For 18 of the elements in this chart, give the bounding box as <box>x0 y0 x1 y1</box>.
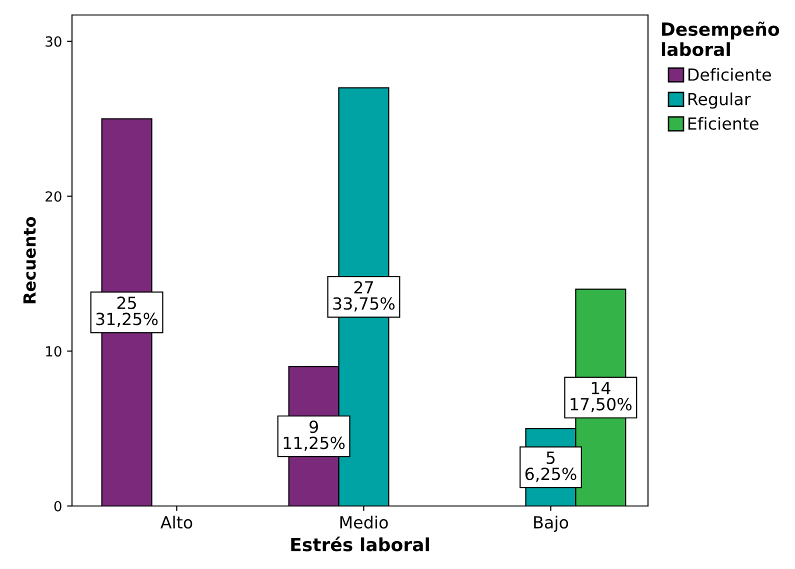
legend-label: Regular <box>688 92 751 109</box>
y-axis-title: Recuento <box>23 216 36 304</box>
data-label: 25 31,25% <box>96 296 158 327</box>
data-label: 14 17,50% <box>570 382 632 412</box>
x-tick-label: Medio <box>340 516 388 529</box>
x-tick-label: Bajo <box>534 516 568 532</box>
x-tick-label: Alto <box>160 516 192 529</box>
y-tick-label: 10 <box>46 346 62 357</box>
data-label: 5 6,25% <box>525 452 576 482</box>
legend-title: Desempeño laboral <box>662 22 780 56</box>
x-axis-title: Estrés laboral <box>291 536 429 552</box>
legend-label: Eficiente <box>688 116 758 130</box>
y-tick-label: 30 <box>46 36 62 47</box>
legend-label: Deficiente <box>688 68 771 81</box>
y-tick-label: 20 <box>46 191 62 202</box>
data-label: 9 11,25% <box>284 420 345 451</box>
y-tick-label: 0 <box>54 500 62 512</box>
data-label: 27 33,75% <box>333 281 395 312</box>
